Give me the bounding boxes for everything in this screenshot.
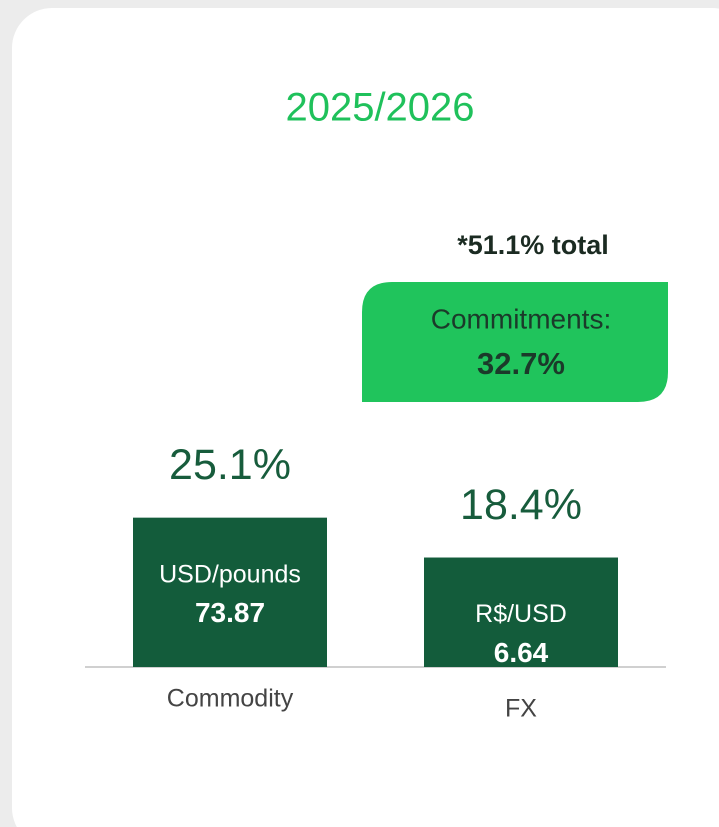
chart-title: 2025/2026 xyxy=(285,86,474,130)
bar-number: 73.87 xyxy=(195,597,265,628)
value-label: 18.4% xyxy=(460,481,582,529)
commitments-label: Commitments: xyxy=(431,303,611,334)
bar-number: 6.64 xyxy=(494,637,549,668)
bar-name: R$/USD xyxy=(475,600,567,628)
value-label: 25.1% xyxy=(169,441,291,489)
x-tick-label: FX xyxy=(505,695,537,723)
commitments-value: 32.7% xyxy=(477,346,565,381)
commitments-box xyxy=(362,282,668,402)
bar-name: USD/pounds xyxy=(159,560,301,588)
x-tick-label: Commodity xyxy=(167,685,294,713)
total-note: *51.1% total xyxy=(457,230,609,260)
bar xyxy=(133,517,327,667)
bar xyxy=(424,557,618,667)
card xyxy=(12,8,719,827)
